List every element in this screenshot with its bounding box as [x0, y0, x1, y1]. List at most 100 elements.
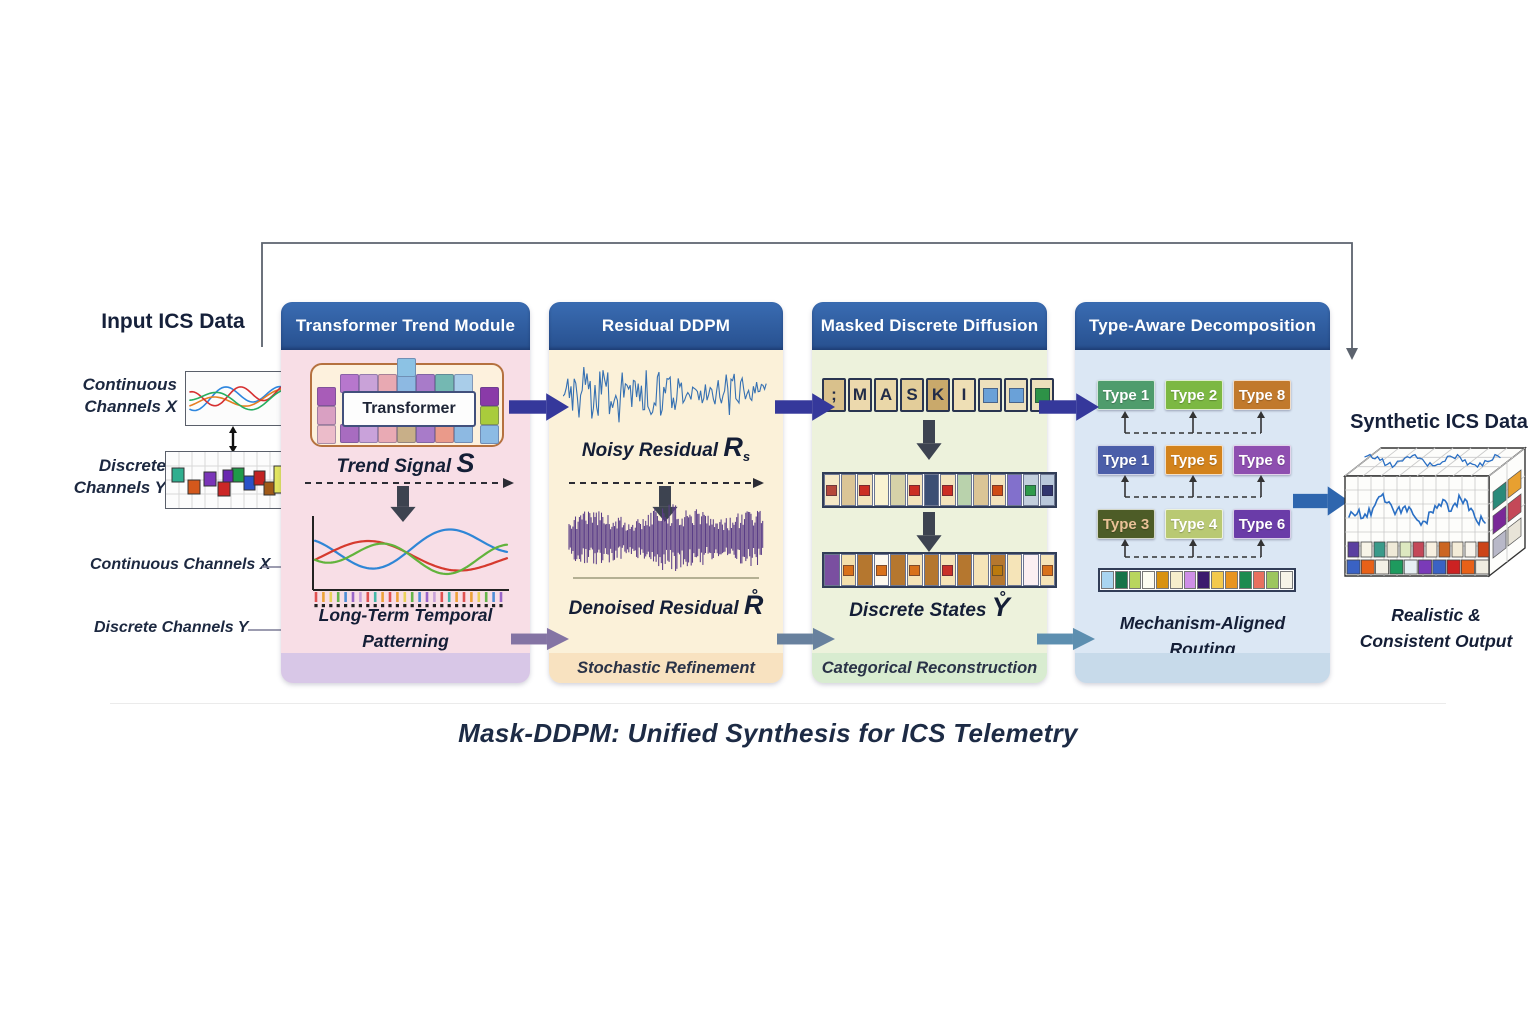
panel-transformer-trend-module: Transformer Trend Module Transformer Tre…: [281, 302, 530, 683]
continuous-channels-label: Continuous Channels X: [82, 375, 177, 416]
type-chip: Type 3: [1097, 509, 1155, 539]
state-tile: [1023, 474, 1039, 506]
continuous-channels-thumbnail: [185, 371, 287, 426]
panel-header: Transformer Trend Module: [281, 302, 530, 350]
panel3-footer: Categorical Reconstruction: [812, 653, 1047, 683]
state-tile: [873, 474, 890, 506]
type-chip: Type 6: [1233, 445, 1291, 475]
state-tile: [1039, 554, 1056, 586]
strip-cell: [1156, 571, 1169, 589]
token-tile: [397, 358, 416, 377]
discrete-channels-inline-label: Discrete Channels Y: [94, 619, 249, 636]
strip-cell: [1183, 571, 1197, 589]
strip-cell: [1142, 571, 1156, 589]
state-tile: [989, 474, 1006, 506]
routing-connector-lines: [1121, 411, 1265, 558]
state-tile: [906, 554, 923, 586]
strip-cell: [1280, 571, 1293, 589]
dashed-flow-arrow: [569, 478, 764, 488]
transformer-banner: Transformer: [342, 391, 476, 427]
strip-cell: [1101, 571, 1114, 589]
state-tile: [973, 474, 989, 506]
trend-signal-label: Trend Signal S: [336, 448, 475, 478]
down-arrow-icon: [390, 486, 416, 522]
strip-cell: [1128, 571, 1142, 589]
state-tile: [956, 554, 973, 586]
panel-masked-discrete-diffusion: Masked Discrete Diffusion ; M A S K I Discret…: [812, 302, 1058, 683]
type-chip: Type 5: [1165, 445, 1223, 475]
state-tile: [1023, 554, 1039, 586]
strip-cell: [1266, 571, 1280, 589]
state-tile: I: [952, 378, 976, 412]
token-tile: [480, 387, 499, 406]
strip-cell: [1169, 571, 1183, 589]
type-chip: Type 4: [1165, 509, 1223, 539]
panel-residual-ddpm: Residual DDPM Noisy Residual Rs Denoised…: [549, 302, 783, 683]
state-tile: [973, 554, 989, 586]
state-tile: [824, 554, 840, 586]
strip-cell: [1211, 571, 1225, 589]
type-chip: Type 1: [1097, 380, 1155, 410]
strip-cell: [1238, 571, 1252, 589]
token-tile: [480, 425, 499, 444]
state-tile: A: [874, 378, 898, 412]
panel1-footer: [281, 653, 530, 683]
discrete-channels-label: Discrete Channels Y: [73, 456, 166, 497]
token-tile: [317, 406, 336, 425]
panel2-footer: Stochastic Refinement: [549, 653, 783, 683]
mask-token-row: ; M A S K I: [822, 378, 1054, 412]
state-tile: [890, 474, 906, 506]
panel-header: Residual DDPM: [549, 302, 783, 350]
type-chip: Type 1: [1097, 445, 1155, 475]
strip-cell: [1197, 571, 1211, 589]
discrete-states-row: [822, 552, 1058, 588]
bidirectional-arrow-icon: [229, 426, 237, 453]
state-tile: [857, 474, 873, 506]
strip-cell: [1252, 571, 1266, 589]
output-heading: Synthetic ICS Data: [1350, 411, 1528, 433]
state-tile: K: [926, 378, 950, 412]
state-tile: [873, 554, 890, 586]
state-tile: [906, 474, 923, 506]
denoised-residual-waveform: [568, 504, 764, 579]
state-tile: [824, 474, 840, 506]
state-tile: [978, 378, 1002, 412]
synthetic-data-cube: [1343, 446, 1528, 578]
state-tile: [1006, 474, 1023, 506]
type-chip: Type 8: [1233, 380, 1291, 410]
token-tile: [317, 425, 336, 444]
discrete-channels-thumbnail: [165, 451, 297, 509]
type-chip: Type 6: [1233, 509, 1291, 539]
flow-arrow-output: [1293, 486, 1349, 516]
token-tile: [480, 406, 499, 425]
type-color-strip: [1098, 568, 1296, 592]
state-tile: M: [848, 378, 872, 412]
strip-cell: [1114, 571, 1128, 589]
down-arrow-icon: [652, 486, 678, 522]
dashed-flow-arrow: [305, 478, 514, 488]
state-tile: [857, 554, 873, 586]
lower-flow-arrow-3: [1037, 627, 1095, 651]
flow-arrow-1: [509, 393, 569, 421]
state-tile: [1004, 378, 1028, 412]
state-tile: [890, 554, 906, 586]
separator-line: [110, 703, 1446, 704]
discrete-states-label: Discrete States Y̊: [849, 592, 1010, 622]
state-tile: [956, 474, 973, 506]
noisy-residual-label: Noisy Residual Rs: [581, 432, 751, 464]
type-chip: Type 2: [1165, 380, 1223, 410]
state-tile: [940, 554, 956, 586]
continuous-channels-inline-label: Continuous Channels X: [90, 556, 271, 573]
type-chip-grid: Type 1 Type 2 Type 8 Type 1 Type 5 Type 6 Type…: [1075, 302, 1330, 602]
strip-cell: [1225, 571, 1238, 589]
output-caption: Realistic & Consistent Output: [1359, 605, 1513, 651]
flow-arrow-3: [1039, 393, 1099, 421]
diagram-title: Mask-DDPM: Unified Synthesis for ICS Tel…: [458, 718, 1078, 748]
state-tile: S: [900, 378, 924, 412]
state-tile: [940, 474, 956, 506]
denoised-residual-label: Denoised Residual R̊: [568, 590, 764, 620]
lower-flow-arrow-1: [511, 627, 569, 651]
noisy-residual-waveform: [563, 367, 767, 423]
